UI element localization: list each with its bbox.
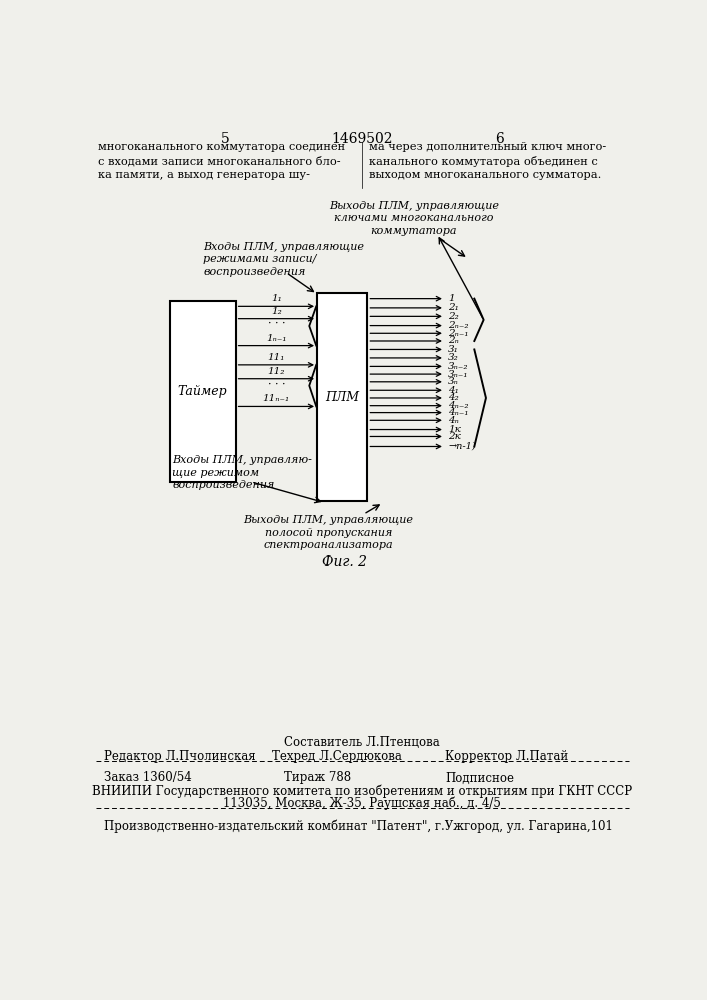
Text: Входы ПЛМ, управляющие
режимами записи/
воспроизведения: Входы ПЛМ, управляющие режимами записи/ … <box>203 242 364 277</box>
Text: 4ₙ₋₁: 4ₙ₋₁ <box>448 408 469 417</box>
Text: 1469502: 1469502 <box>331 132 392 146</box>
Text: 3₂: 3₂ <box>448 353 459 362</box>
Text: Фиг. 2: Фиг. 2 <box>322 555 367 569</box>
Text: 11₂: 11₂ <box>268 367 285 376</box>
Text: многоканального коммутатора соединен
с входами записи многоканального бло-
ка па: многоканального коммутатора соединен с в… <box>98 142 345 180</box>
Text: Таймер: Таймер <box>178 385 228 398</box>
Text: 1₂: 1₂ <box>271 307 281 316</box>
Text: 11₁: 11₁ <box>268 353 285 362</box>
Text: Подписное: Подписное <box>445 771 514 784</box>
Text: 2₂: 2₂ <box>448 312 459 321</box>
Text: 3ₙ: 3ₙ <box>448 377 459 386</box>
Text: 2к: 2к <box>448 432 461 441</box>
Text: · · ·: · · · <box>267 380 285 390</box>
Text: 6: 6 <box>495 132 503 146</box>
Text: 1к: 1к <box>448 425 461 434</box>
Text: 4₁: 4₁ <box>448 386 459 395</box>
Text: 4ₙ: 4ₙ <box>448 416 459 425</box>
Text: 113035, Москва, Ж-35, Раушская наб., д. 4/5: 113035, Москва, Ж-35, Раушская наб., д. … <box>223 796 501 810</box>
Text: Тираж 788: Тираж 788 <box>284 771 351 784</box>
Text: 2ₙ: 2ₙ <box>448 336 459 345</box>
Text: Входы ПЛМ, управляю-
щие режимом
воспроизведения: Входы ПЛМ, управляю- щие режимом воспрои… <box>172 455 312 490</box>
Text: 4₂: 4₂ <box>448 393 459 402</box>
Text: 5: 5 <box>221 132 230 146</box>
Text: 2ₙ₋₂: 2ₙ₋₂ <box>448 321 469 330</box>
Text: · · ·: · · · <box>267 319 285 329</box>
Text: 1₁: 1₁ <box>271 294 281 303</box>
Text: 3ₙ₋₁: 3ₙ₋₁ <box>448 370 469 379</box>
Text: Составитель Л.Птенцова: Составитель Л.Птенцова <box>284 736 440 749</box>
Text: 2ₙ₋₁: 2ₙ₋₁ <box>448 329 469 338</box>
Text: 3ₙ₋₂: 3ₙ₋₂ <box>448 362 469 371</box>
Text: 3₁: 3₁ <box>448 345 459 354</box>
Text: 1ₙ₋₁: 1ₙ₋₁ <box>266 334 286 343</box>
Text: Выходы ПЛМ, управляющие
полосой пропускания
спектроанализатора: Выходы ПЛМ, управляющие полосой пропуска… <box>244 515 414 550</box>
Text: 1: 1 <box>448 294 455 303</box>
Text: 4ₙ₋₂: 4ₙ₋₂ <box>448 401 469 410</box>
Bar <box>317 293 368 501</box>
Text: 11ₙ₋₁: 11ₙ₋₁ <box>263 394 290 403</box>
Text: Техред Л.Сердюкова: Техред Л.Сердюкова <box>272 750 402 763</box>
Text: Выходы ПЛМ, управляющие
ключами многоканального
коммутатора: Выходы ПЛМ, управляющие ключами многокан… <box>329 201 499 236</box>
Text: Корректор Л.Патай: Корректор Л.Патай <box>445 750 568 763</box>
Text: Заказ 1360/54: Заказ 1360/54 <box>104 771 192 784</box>
Bar <box>170 301 235 482</box>
Text: ПЛМ: ПЛМ <box>325 391 359 404</box>
Text: Редактор Л.Пчолинская: Редактор Л.Пчолинская <box>104 750 255 763</box>
Text: →n-1): →n-1) <box>448 442 476 451</box>
Text: Производственно-издательский комбинат "Патент", г.Ужгород, ул. Гагарина,101: Производственно-издательский комбинат "П… <box>104 819 613 833</box>
Text: ма через дополнительный ключ много-
канального коммутатора объединен с
выходом м: ма через дополнительный ключ много- кана… <box>369 142 606 180</box>
Text: 2₁: 2₁ <box>448 303 459 312</box>
Text: ВНИИПИ Государственного комитета по изобретениям и открытиям при ГКНТ СССР: ВНИИПИ Государственного комитета по изоб… <box>92 785 632 798</box>
